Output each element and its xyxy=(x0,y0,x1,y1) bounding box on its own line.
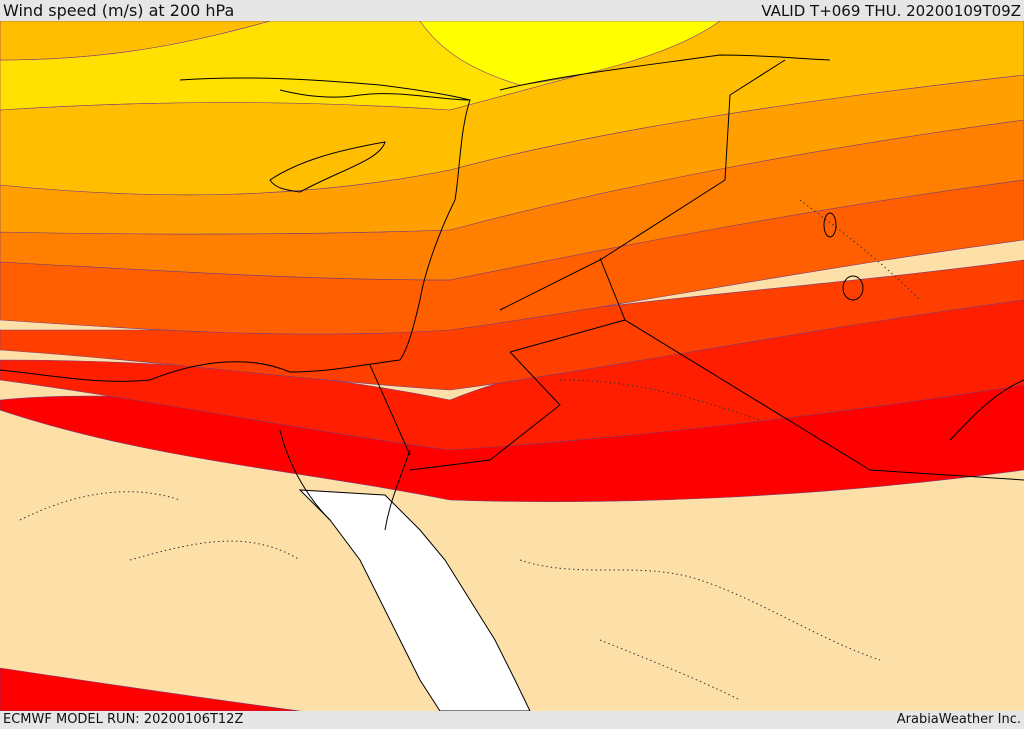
mediterranean-coast xyxy=(0,89,471,382)
cyprus-coast xyxy=(269,141,386,193)
band-bottom-left xyxy=(0,667,301,711)
model-run: ECMWF MODEL RUN: 20200106T12Z xyxy=(3,712,244,727)
gulf-coast xyxy=(949,379,1024,441)
band-1 xyxy=(419,21,721,86)
red-sea xyxy=(298,489,531,711)
map-title: Wind speed (m/s) at 200 hPa xyxy=(3,1,235,20)
sinai-coast xyxy=(279,429,411,531)
valid-time: VALID T+069 THU. 20200109T09Z xyxy=(761,2,1021,20)
black-sea-coast xyxy=(499,54,831,91)
turkey-coast xyxy=(179,77,471,101)
credit: ArabiaWeather Inc. xyxy=(896,712,1021,727)
lake-2 xyxy=(823,212,837,238)
band-top-left xyxy=(0,21,271,61)
admin-boundaries xyxy=(19,199,921,701)
wind-speed-map xyxy=(0,21,1024,711)
lake-1 xyxy=(842,275,864,301)
footer-bar: ECMWF MODEL RUN: 20200106T12Z ArabiaWeat… xyxy=(0,711,1024,729)
border-lines xyxy=(369,59,1024,481)
header-bar: Wind speed (m/s) at 200 hPa VALID T+069 … xyxy=(0,0,1024,21)
